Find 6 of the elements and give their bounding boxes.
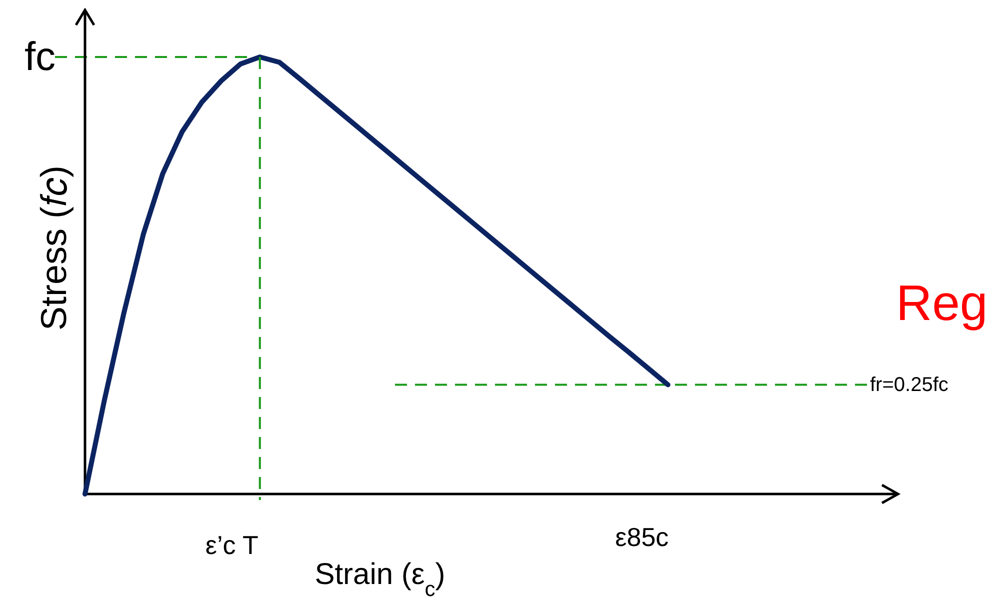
text: Reg bbox=[896, 275, 988, 331]
ref-line-label: fc bbox=[24, 35, 56, 79]
text: ε85c bbox=[615, 522, 669, 552]
x-axis-title: Strain (ε$_{c}$) bbox=[314, 558, 446, 600]
y-axis-title: Stress (𝑓𝑐) bbox=[33, 165, 74, 331]
ref-line-label: fr=0.25fc bbox=[870, 374, 948, 396]
